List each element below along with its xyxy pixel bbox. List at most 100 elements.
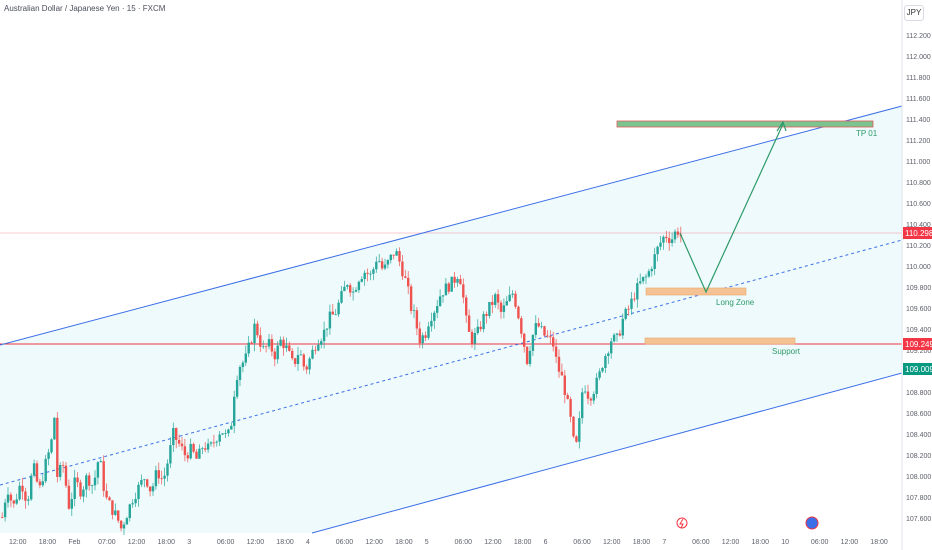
candle-body: [343, 286, 346, 292]
candle-body: [209, 442, 213, 444]
candle-body: [143, 479, 146, 481]
time-tick-label: 06:00: [573, 539, 591, 546]
candle-body: [653, 254, 656, 269]
candle-body: [186, 455, 189, 459]
candle-body: [633, 298, 636, 300]
candle-body: [328, 311, 332, 329]
candle-body: [212, 442, 216, 444]
candle-body: [447, 283, 450, 292]
time-tick-label: 12:00: [484, 539, 502, 546]
candle-body: [67, 485, 71, 509]
candle-body: [578, 418, 581, 442]
candle-body: [140, 479, 143, 485]
candle-body: [670, 239, 674, 244]
candle-body: [21, 485, 24, 492]
candle-body: [482, 314, 485, 330]
candle-body: [108, 497, 111, 501]
price-tick-label: 109.800: [906, 285, 931, 292]
candle-body: [53, 417, 56, 440]
currency-button[interactable]: JPY: [904, 5, 924, 21]
long-zone[interactable]: [645, 287, 747, 296]
candle-body: [15, 499, 18, 504]
candle-body: [546, 335, 549, 337]
candle-body: [401, 261, 404, 277]
candle-body: [372, 269, 375, 274]
candle-body: [119, 520, 123, 529]
candle-body: [35, 463, 39, 482]
candle-body: [357, 281, 361, 291]
support-zone[interactable]: [644, 337, 796, 345]
candle-body: [322, 329, 326, 342]
candle-body: [346, 285, 349, 287]
candle-body: [656, 246, 659, 255]
time-tick-label: 12:00: [9, 539, 27, 546]
candle-body: [273, 351, 276, 360]
candle-body: [276, 345, 279, 360]
candle-body: [337, 302, 340, 315]
candle-body: [537, 323, 540, 327]
candle-body: [528, 350, 532, 365]
candle-body: [508, 294, 511, 302]
candle-body: [459, 279, 462, 285]
candle-body: [253, 323, 256, 344]
tp-zone[interactable]: [616, 120, 874, 128]
candle-body: [441, 295, 445, 297]
time-tick-label: 12:00: [603, 539, 621, 546]
time-tick-label: 3: [187, 539, 191, 546]
time-tick-label: 07:00: [98, 539, 116, 546]
calendar-icon[interactable]: [805, 516, 819, 530]
candles: [1, 226, 682, 536]
price-tick-label: 110.800: [906, 180, 931, 187]
candle-body: [334, 314, 337, 316]
candle-body: [349, 285, 352, 293]
time-tick-label: 18:00: [395, 539, 413, 546]
price-tick-label: 108.000: [906, 474, 931, 481]
candle-body: [409, 286, 413, 311]
candle-body: [82, 489, 85, 497]
long-zone-label: Long Zone: [716, 298, 755, 307]
candle-body: [125, 518, 129, 525]
candle-body: [543, 326, 546, 336]
candle-body: [233, 396, 236, 426]
candle-body: [488, 301, 491, 316]
candle-body: [665, 236, 668, 239]
candle-body: [499, 302, 503, 312]
candle-body: [592, 393, 595, 401]
candle-body: [285, 345, 288, 349]
candle-body: [64, 465, 68, 486]
time-tick-label: 6: [544, 539, 548, 546]
candle-body: [299, 354, 303, 356]
candle-body: [392, 254, 395, 256]
time-tick-label: 5: [425, 539, 429, 546]
candle-body: [369, 273, 372, 275]
candle-body: [177, 440, 181, 444]
price-tick-label: 108.400: [906, 432, 931, 439]
lightning-icon[interactable]: [676, 517, 688, 529]
candle-body: [438, 296, 442, 307]
candle-body: [18, 485, 21, 500]
candle-body: [531, 334, 535, 351]
candle-body: [560, 371, 564, 376]
candle-body: [264, 346, 268, 348]
candle-body: [311, 349, 314, 359]
price-tick-label: 110.400: [906, 222, 931, 229]
time-tick-label: 18:00: [870, 539, 888, 546]
candle-body: [404, 276, 407, 278]
candle-body: [175, 428, 178, 441]
price-axis[interactable]: 112.200 112.000 111.800 111.600 111.400 111.2…: [906, 33, 931, 523]
candle-body: [563, 375, 566, 395]
candle-body: [473, 333, 477, 344]
candle-body: [331, 311, 334, 315]
candle-body: [630, 298, 633, 309]
candle-body: [444, 283, 448, 296]
support-label: Support: [772, 347, 801, 356]
candle-body: [128, 504, 131, 519]
candle-body: [453, 276, 456, 283]
candle-body: [230, 425, 233, 430]
candle-body: [624, 308, 627, 319]
candle-body: [659, 242, 662, 247]
candle-body: [93, 477, 97, 486]
time-axis[interactable]: 12:00 18:00 Feb 07:00 12:00 18:00 3 06:00 12:00 1…: [9, 539, 888, 546]
